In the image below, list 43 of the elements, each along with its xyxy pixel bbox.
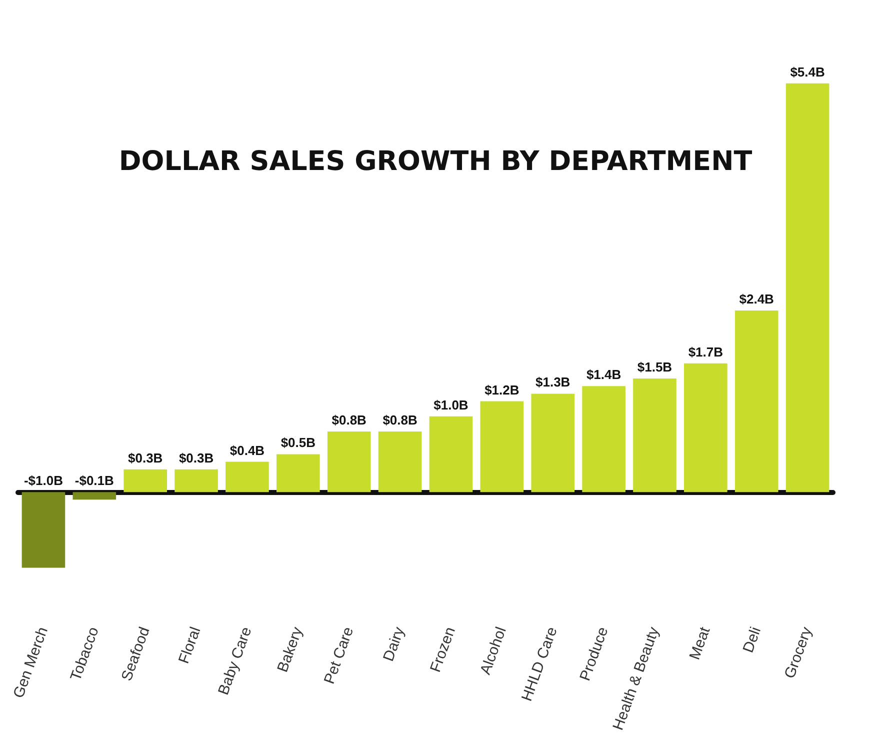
x-tick-label: Baby Care [215, 624, 256, 698]
data-label: $1.5B [637, 360, 672, 375]
bar [786, 83, 830, 492]
bar [531, 394, 574, 492]
data-label: $1.4B [586, 367, 622, 382]
data-label: $1.2B [484, 382, 520, 398]
bar [72, 492, 116, 500]
data-label: -$0.1B [74, 473, 114, 488]
data-label: $0.8B [332, 412, 366, 428]
bar [684, 363, 728, 492]
bar [174, 469, 218, 492]
x-tick-label: Deli [740, 624, 765, 655]
x-tick-label: Frozen [427, 624, 459, 675]
data-label: $1.3B [535, 374, 570, 390]
bar [276, 454, 320, 492]
data-label: $0.5B [280, 435, 316, 450]
data-label: $1.7B [688, 344, 724, 360]
data-label: $0.8B [382, 412, 418, 428]
bar [429, 416, 473, 492]
data-label: $0.4B [230, 442, 265, 458]
data-label: $5.4B [790, 64, 825, 80]
x-tick-label: Dairy [380, 624, 408, 664]
bar [480, 401, 524, 492]
x-tick-label: Pet Care [320, 624, 358, 686]
bar [734, 310, 778, 492]
data-label: -$1.0B [24, 473, 63, 488]
bar [633, 378, 676, 492]
x-tick-label: Meat [686, 624, 714, 662]
data-label: $0.3B [128, 450, 163, 466]
data-label: $2.4B [739, 291, 774, 306]
x-tick-label: HHLD Care [518, 624, 561, 704]
data-label: $0.3B [178, 450, 214, 466]
x-tick-label: Floral [175, 624, 204, 666]
x-tick-label: Alcohol [477, 624, 510, 677]
bar [582, 386, 626, 492]
bar [124, 469, 167, 492]
bar [22, 492, 66, 568]
bar [327, 432, 371, 492]
data-label: $1.0B [434, 397, 468, 412]
text: DOLLAR SALES GROWTH BY DEPARTMENT [118, 146, 753, 177]
bar [378, 432, 422, 492]
x-tick-label: Gen Merch [10, 624, 52, 700]
bar [226, 462, 269, 492]
